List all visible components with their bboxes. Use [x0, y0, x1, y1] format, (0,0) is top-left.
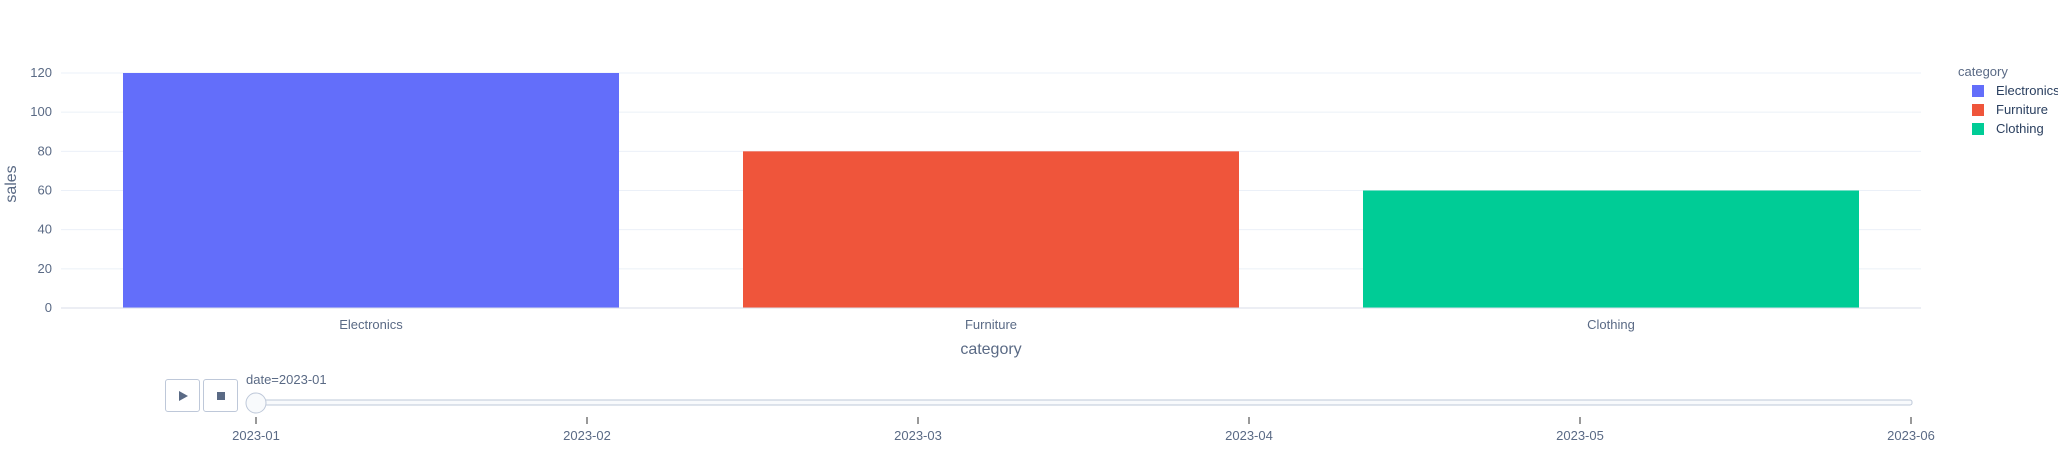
slider-step-label[interactable]: 2023-04 [1225, 428, 1273, 443]
x-axis-ticks: Electronics Furniture Clothing [339, 317, 1635, 332]
x-tick-label: Clothing [1587, 317, 1635, 332]
legend-item-furniture[interactable]: Furniture [1996, 102, 2048, 117]
bar-furniture[interactable] [743, 151, 1239, 308]
y-tick-label: 0 [45, 300, 52, 315]
legend-item-electronics[interactable]: Electronics [1996, 83, 2058, 98]
date-slider: 2023-01 2023-02 2023-03 2023-04 2023-05 2023-… [232, 392, 1935, 443]
slider-step-label[interactable]: 2023-03 [894, 428, 942, 443]
legend-item-clothing[interactable]: Clothing [1996, 121, 2044, 136]
y-tick-label: 40 [38, 222, 52, 237]
y-tick-label: 20 [38, 261, 52, 276]
legend-swatch[interactable] [1972, 104, 1984, 116]
slider-ticks: 2023-01 2023-02 2023-03 2023-04 2023-05 2023-… [232, 417, 1935, 443]
slider-step-label[interactable]: 2023-06 [1887, 428, 1935, 443]
y-tick-label: 80 [38, 143, 52, 158]
bars [123, 73, 1859, 308]
slider-step-label[interactable]: 2023-01 [232, 428, 280, 443]
x-tick-label: Electronics [339, 317, 403, 332]
x-axis-title: category [960, 341, 1021, 358]
play-icon [177, 390, 189, 402]
legend-swatch[interactable] [1972, 85, 1984, 97]
y-tick-label: 100 [30, 104, 52, 119]
bar-electronics[interactable] [123, 73, 619, 308]
legend-title: category [1958, 64, 2008, 79]
slider-rail[interactable] [247, 399, 1913, 406]
slider-handle[interactable] [245, 392, 267, 414]
bar-clothing[interactable] [1363, 190, 1859, 309]
slider-step-label[interactable]: 2023-05 [1556, 428, 1604, 443]
legend: category Electronics Furniture Clothing [1958, 64, 2058, 136]
x-tick-label: Furniture [965, 317, 1017, 332]
stop-icon [216, 391, 226, 401]
play-button[interactable] [165, 379, 200, 412]
y-tick-label: 60 [38, 183, 52, 198]
legend-swatch[interactable] [1972, 123, 1984, 135]
slider-current-label: date=2023-01 [246, 372, 327, 387]
slider-step-label[interactable]: 2023-02 [563, 428, 611, 443]
y-axis-ticks: 0 20 40 60 80 100 120 [30, 65, 52, 315]
y-axis-title: sales [3, 165, 20, 202]
stop-button[interactable] [203, 379, 238, 412]
y-tick-label: 120 [30, 65, 52, 80]
